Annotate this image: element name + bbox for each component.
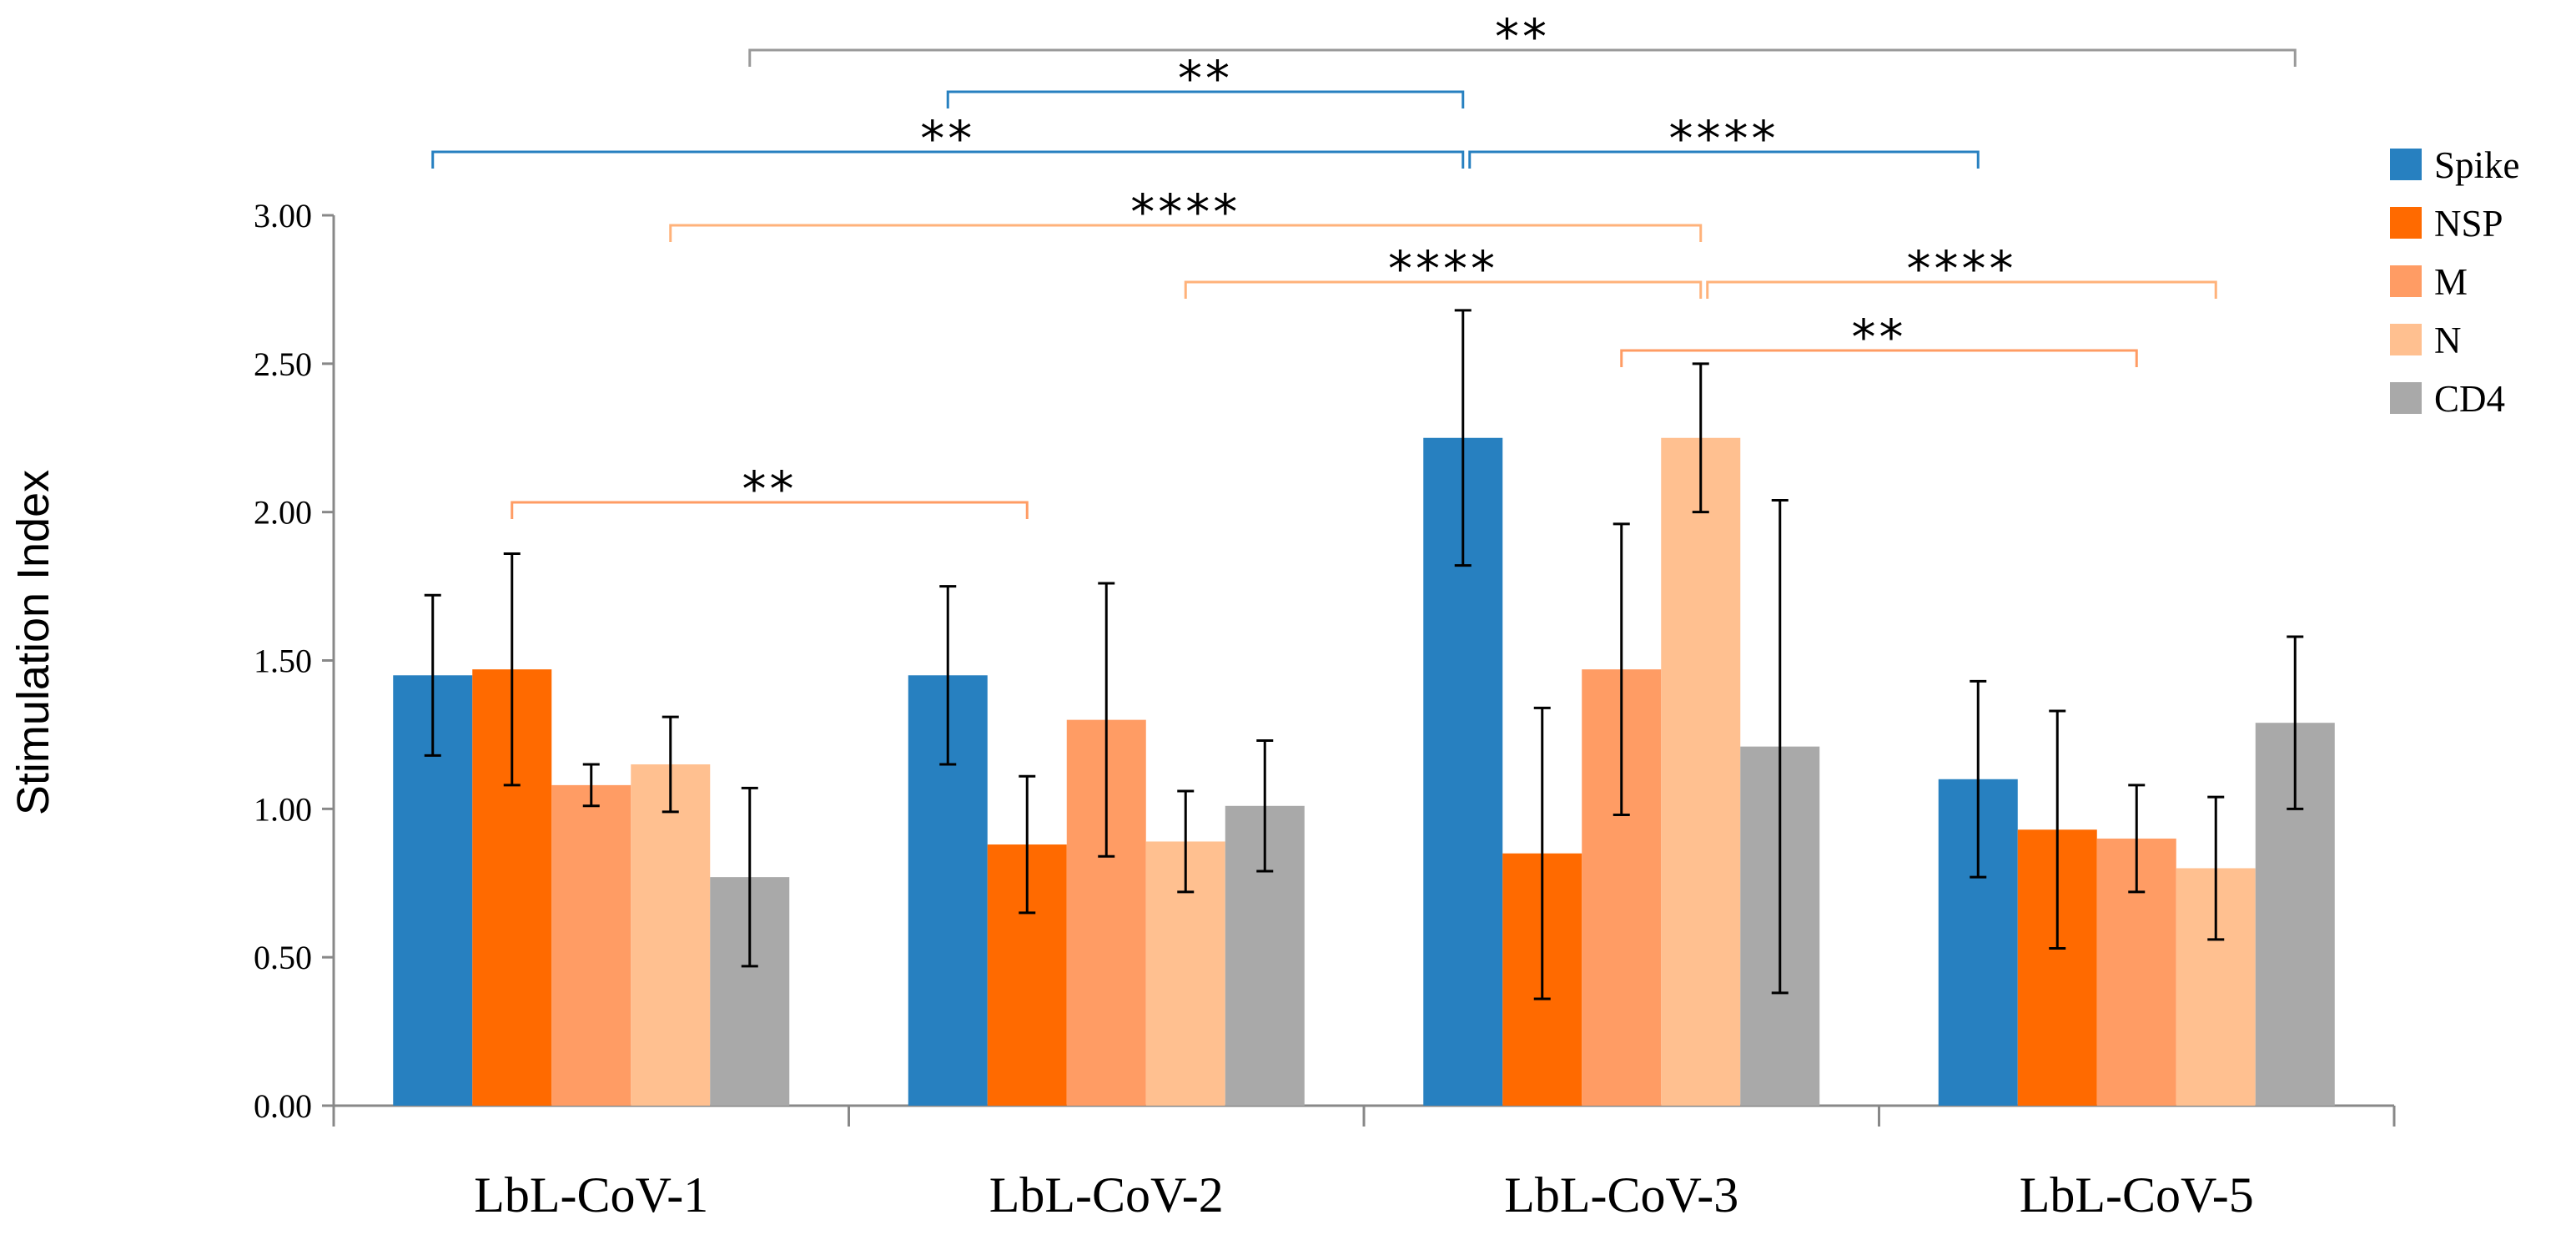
y-tick-label: 2.00	[254, 494, 312, 532]
significance-bracket	[431, 150, 1465, 169]
legend-label-cd4: CD4	[2434, 378, 2505, 420]
legend-label-spike: Spike	[2434, 144, 2520, 186]
significance-bracket	[748, 48, 2297, 67]
significance-bracket	[669, 224, 1703, 242]
bar-m-1	[551, 784, 631, 1106]
axes-group: 0.00 0.50 1.00 1.50 2.00 2.50 3.00 LbL-CoV-1 LbL…	[254, 197, 2396, 1222]
bars-group	[393, 309, 2335, 1106]
x-category-label: LbL-CoV-5	[2020, 1167, 2254, 1222]
y-tick-label: 2.50	[254, 345, 312, 383]
y-tick-label: 1.50	[254, 643, 312, 680]
significance-bracket	[1468, 150, 1980, 169]
legend: Spike NSP MN CD4	[2390, 144, 2520, 420]
y-tick-label: 3.00	[254, 197, 312, 234]
significance-label: **	[920, 110, 975, 167]
x-category-label: LbL-CoV-2	[989, 1167, 1224, 1222]
significance-label: ****	[1130, 184, 1240, 240]
significance-label: **	[1495, 8, 1550, 65]
significance-group: ****** ************ ********	[431, 8, 2297, 519]
legend-swatch-n	[2390, 324, 2422, 355]
x-category-label: LbL-CoV-1	[474, 1167, 708, 1222]
significance-label: ****	[1388, 240, 1498, 297]
significance-label: ****	[1669, 110, 1779, 167]
significance-bracket	[946, 90, 1465, 108]
legend-label-m: M	[2434, 261, 2468, 303]
significance-bracket	[1706, 280, 2217, 299]
significance-label: **	[1852, 309, 1907, 365]
legend-label-nsp: NSP	[2434, 203, 2503, 244]
significance-bracket	[1620, 349, 2138, 367]
significance-bracket	[1184, 280, 1703, 299]
significance-label: ****	[1907, 240, 2017, 297]
bar-n-3	[1661, 437, 1741, 1106]
y-tick-label: 0.50	[254, 939, 312, 976]
bar-n-1	[631, 764, 711, 1106]
legend-swatch-cd4	[2390, 382, 2422, 414]
significance-bracket	[511, 501, 1029, 519]
y-tick-label: 1.00	[254, 790, 312, 828]
y-axis-label: Stimulation Index	[8, 470, 58, 815]
significance-label: **	[742, 461, 797, 517]
legend-swatch-m	[2390, 265, 2422, 297]
y-tick-label: 0.00	[254, 1087, 312, 1125]
legend-swatch-nsp	[2390, 207, 2422, 239]
legend-label-n: N	[2434, 320, 2462, 361]
significance-label: **	[1178, 50, 1233, 107]
legend-swatch-spike	[2390, 149, 2422, 180]
x-category-label: LbL-CoV-3	[1504, 1167, 1738, 1222]
